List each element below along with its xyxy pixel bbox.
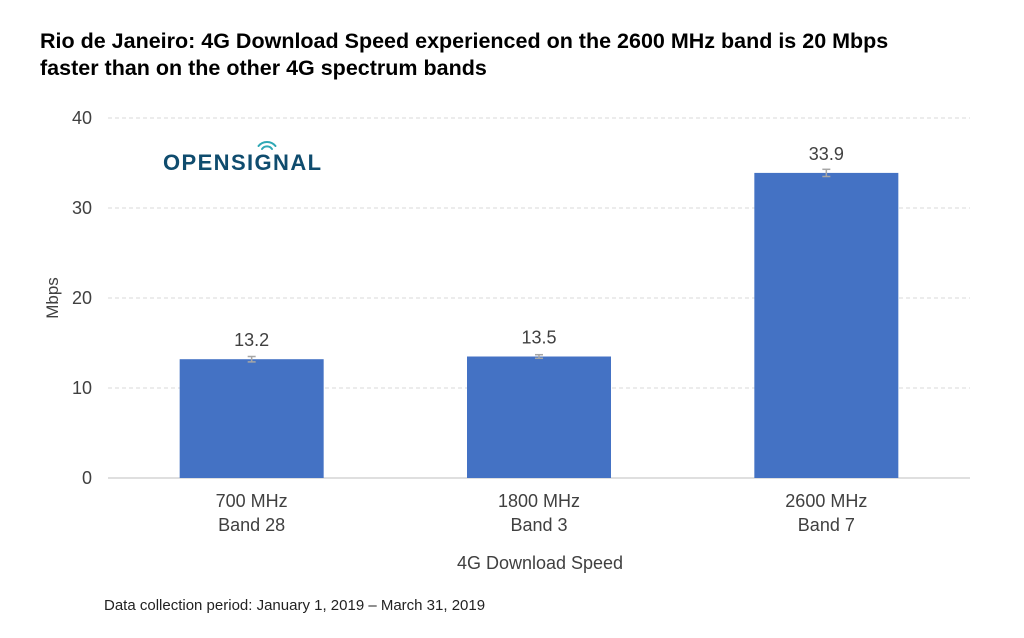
x-tick-label: Band 7	[798, 515, 855, 535]
bar	[179, 359, 324, 478]
x-axis-ticks: 700 MHz Band 28 1800 MHz Band 3 2600 MHz Band…	[216, 491, 868, 535]
signal-waves-icon	[257, 140, 277, 150]
x-tick-label: Band 28	[218, 515, 285, 535]
logo-text: OPENSIGNAL	[163, 150, 322, 175]
bar	[754, 172, 899, 478]
y-tick-label: 10	[72, 378, 92, 398]
x-axis-label: 4G Download Speed	[457, 553, 623, 573]
error-bar	[247, 355, 256, 363]
data-label: 13.5	[521, 328, 556, 348]
chart-title-line-1: Rio de Janeiro: 4G Download Speed experi…	[40, 29, 889, 53]
data-label: 33.9	[809, 144, 844, 164]
x-tick-label: Band 3	[510, 515, 567, 535]
y-axis-ticks: 0 10 20 30 40	[72, 108, 92, 488]
opensignal-logo: OPENSIGNAL	[163, 140, 322, 175]
y-tick-label: 30	[72, 198, 92, 218]
data-labels: 13.2 13.5 33.9	[234, 144, 844, 350]
chart-title: Rio de Janeiro: 4G Download Speed experi…	[40, 28, 1010, 82]
bars	[179, 172, 899, 478]
error-bar	[535, 353, 543, 360]
y-tick-label: 0	[82, 468, 92, 488]
footnote: Data collection period: January 1, 2019 …	[104, 597, 486, 614]
error-bars	[247, 168, 831, 363]
x-tick-label: 2600 MHz	[785, 491, 867, 511]
x-tick-label: 1800 MHz	[498, 491, 580, 511]
chart-title-line-2: faster than on the other 4G spectrum ban…	[40, 56, 487, 80]
y-tick-label: 20	[72, 288, 92, 308]
error-bar	[822, 168, 831, 178]
data-label: 13.2	[234, 330, 269, 350]
y-axis-label: Mbps	[43, 277, 62, 319]
x-tick-label: 700 MHz	[216, 491, 288, 511]
y-tick-label: 40	[72, 108, 92, 128]
bar	[467, 356, 611, 478]
